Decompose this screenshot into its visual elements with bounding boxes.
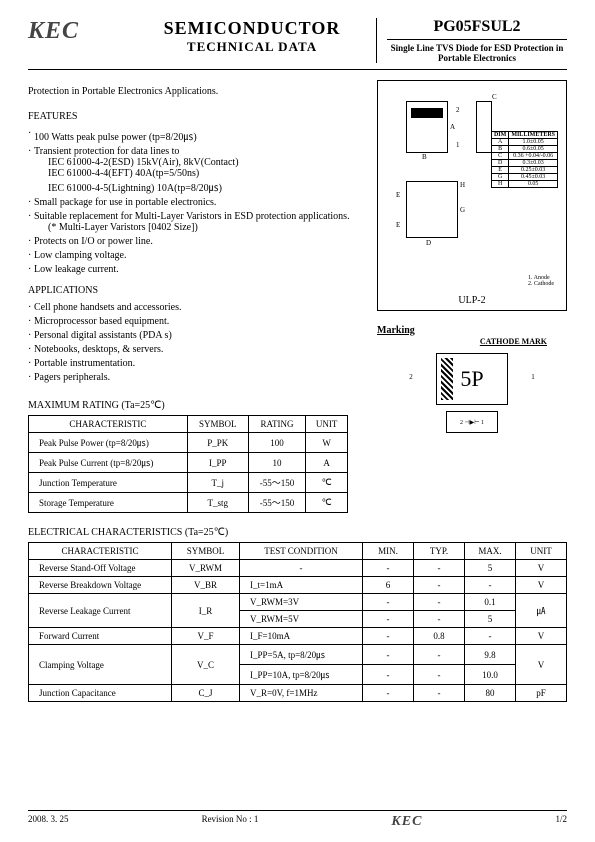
feature-item: Low leakage current. bbox=[28, 264, 361, 275]
application-item: Cell phone handsets and accessories. bbox=[28, 302, 361, 313]
pkg-top-view bbox=[406, 101, 448, 153]
left-column: Protection in Portable Electronics Appli… bbox=[28, 80, 377, 513]
center-title: SEMICONDUCTOR TECHNICAL DATA bbox=[128, 18, 376, 63]
features-title: FEATURES bbox=[28, 111, 361, 122]
table-row: Reverse Stand-Off Voltage V_RWM - - - 5 … bbox=[29, 560, 567, 577]
marking-title: Marking bbox=[377, 325, 415, 336]
table-row: Junction Capacitance C_J V_R=0V, f=1MHz … bbox=[29, 685, 567, 702]
anode-note: 1. Anode 2. Cathode bbox=[528, 275, 554, 287]
header: KEC SEMICONDUCTOR TECHNICAL DATA PG05FSU… bbox=[28, 18, 567, 70]
application-item: Pagers peripherals. bbox=[28, 372, 361, 383]
table-row: Reverse Breakdown Voltage V_BR I_t=1mA 6… bbox=[29, 577, 567, 594]
applications-list: Cell phone handsets and accessories. Mic… bbox=[28, 302, 361, 383]
col-header: RATING bbox=[248, 416, 305, 433]
dimension-table: DIMMILLIMETERS A1.0±0.05 B0.6±0.05 C0.36… bbox=[491, 131, 558, 188]
footer-date: 2008. 3. 25 bbox=[28, 814, 69, 830]
application-item: Microprocessor based equipment. bbox=[28, 316, 361, 327]
intro-text: Protection in Portable Electronics Appli… bbox=[28, 86, 361, 97]
table-row: Forward Current V_F I_F=10mA - 0.8 - V bbox=[29, 628, 567, 645]
table-row: Storage Temperature T_stg -55～150 ℃ bbox=[29, 493, 348, 513]
logo: KEC bbox=[28, 18, 128, 45]
package-name: ULP-2 bbox=[386, 295, 558, 306]
col-header: UNIT bbox=[306, 416, 348, 433]
feature-item: Small package for use in portable electr… bbox=[28, 197, 361, 208]
content: Protection in Portable Electronics Appli… bbox=[28, 80, 567, 513]
cathode-bar-icon bbox=[441, 358, 453, 400]
elec-table: CHARACTERISTIC SYMBOL TEST CONDITION MIN… bbox=[28, 542, 567, 702]
cathode-mark-label: CATHODE MARK bbox=[377, 336, 567, 347]
part-header: PG05FSUL2 Single Line TVS Diode for ESD … bbox=[376, 18, 567, 63]
footer-logo: KEC bbox=[391, 814, 422, 830]
table-row: Reverse Leakage Current I_R V_RWM=3V - -… bbox=[29, 594, 567, 611]
table-header-row: CHARACTERISTIC SYMBOL RATING UNIT bbox=[29, 416, 348, 433]
col-header: SYMBOL bbox=[187, 416, 248, 433]
elec-title: ELECTRICAL CHARACTERISTICS (Ta=25℃) bbox=[28, 527, 228, 538]
table-row: Clamping Voltage V_C I_PP=5A, tp=8/20㎲ -… bbox=[29, 645, 567, 665]
pkg-side-view bbox=[476, 101, 492, 153]
application-item: Portable instrumentation. bbox=[28, 358, 361, 369]
package-box: A B C 2 1 E E G H D DIMMILLIMETERS A1.0±… bbox=[377, 80, 567, 311]
footer: 2008. 3. 25 Revision No : 1 KEC 1/2 bbox=[28, 810, 567, 830]
footer-revision: Revision No : 1 bbox=[202, 814, 259, 830]
pkg-bottom-view bbox=[406, 181, 458, 238]
max-rating-title: MAXIMUM RATING (Ta=25℃) bbox=[28, 400, 165, 411]
right-column: A B C 2 1 E E G H D DIMMILLIMETERS A1.0±… bbox=[377, 80, 567, 513]
table-row: Peak Pulse Current (tp=8/20㎲) I_PP 10 A bbox=[29, 453, 348, 473]
marking-code: 5P bbox=[460, 366, 483, 392]
table-row: Junction Temperature T_j -55～150 ℃ bbox=[29, 473, 348, 493]
application-item: Notebooks, desktops, & servers. bbox=[28, 344, 361, 355]
footer-page: 1/2 bbox=[555, 814, 567, 830]
table-header-row: CHARACTERISTIC SYMBOL TEST CONDITION MIN… bbox=[29, 543, 567, 560]
logo-block: KEC bbox=[28, 18, 128, 63]
marking-chip: 5P bbox=[436, 353, 508, 405]
feature-item: 100 Watts peak pulse power (tp=8/20㎲) bbox=[28, 128, 361, 143]
applications-title: APPLICATIONS bbox=[28, 285, 361, 296]
application-item: Personal digital assistants (PDA s) bbox=[28, 330, 361, 341]
page-container: KEC SEMICONDUCTOR TECHNICAL DATA PG05FSU… bbox=[0, 0, 595, 702]
doc-title-2: TECHNICAL DATA bbox=[128, 39, 376, 55]
feature-item: Suitable replacement for Multi-Layer Var… bbox=[28, 211, 361, 233]
marking-box: Marking CATHODE MARK 2 5P 1 2 ⊣▶⊢ 1 bbox=[377, 325, 567, 433]
max-rating-table: CHARACTERISTIC SYMBOL RATING UNIT Peak P… bbox=[28, 415, 348, 513]
doc-title-1: SEMICONDUCTOR bbox=[128, 18, 376, 39]
feature-item: Protects on I/O or power line. bbox=[28, 236, 361, 247]
part-number: PG05FSUL2 bbox=[387, 18, 567, 40]
feature-item: Low clamping voltage. bbox=[28, 250, 361, 261]
package-drawing: A B C 2 1 E E G H D DIMMILLIMETERS A1.0±… bbox=[386, 91, 558, 291]
table-row: Peak Pulse Power (tp=8/20㎲) P_PK 100 W bbox=[29, 433, 348, 453]
features-list: 100 Watts peak pulse power (tp=8/20㎲) Tr… bbox=[28, 128, 361, 275]
feature-item: Transient protection for data lines to I… bbox=[28, 146, 361, 194]
part-description: Single Line TVS Diode for ESD Protection… bbox=[387, 43, 567, 63]
col-header: CHARACTERISTIC bbox=[29, 416, 188, 433]
diode-symbol-icon: 2 ⊣▶⊢ 1 bbox=[446, 411, 498, 433]
marking-drawing-wrapper: 2 5P 1 bbox=[377, 353, 567, 405]
